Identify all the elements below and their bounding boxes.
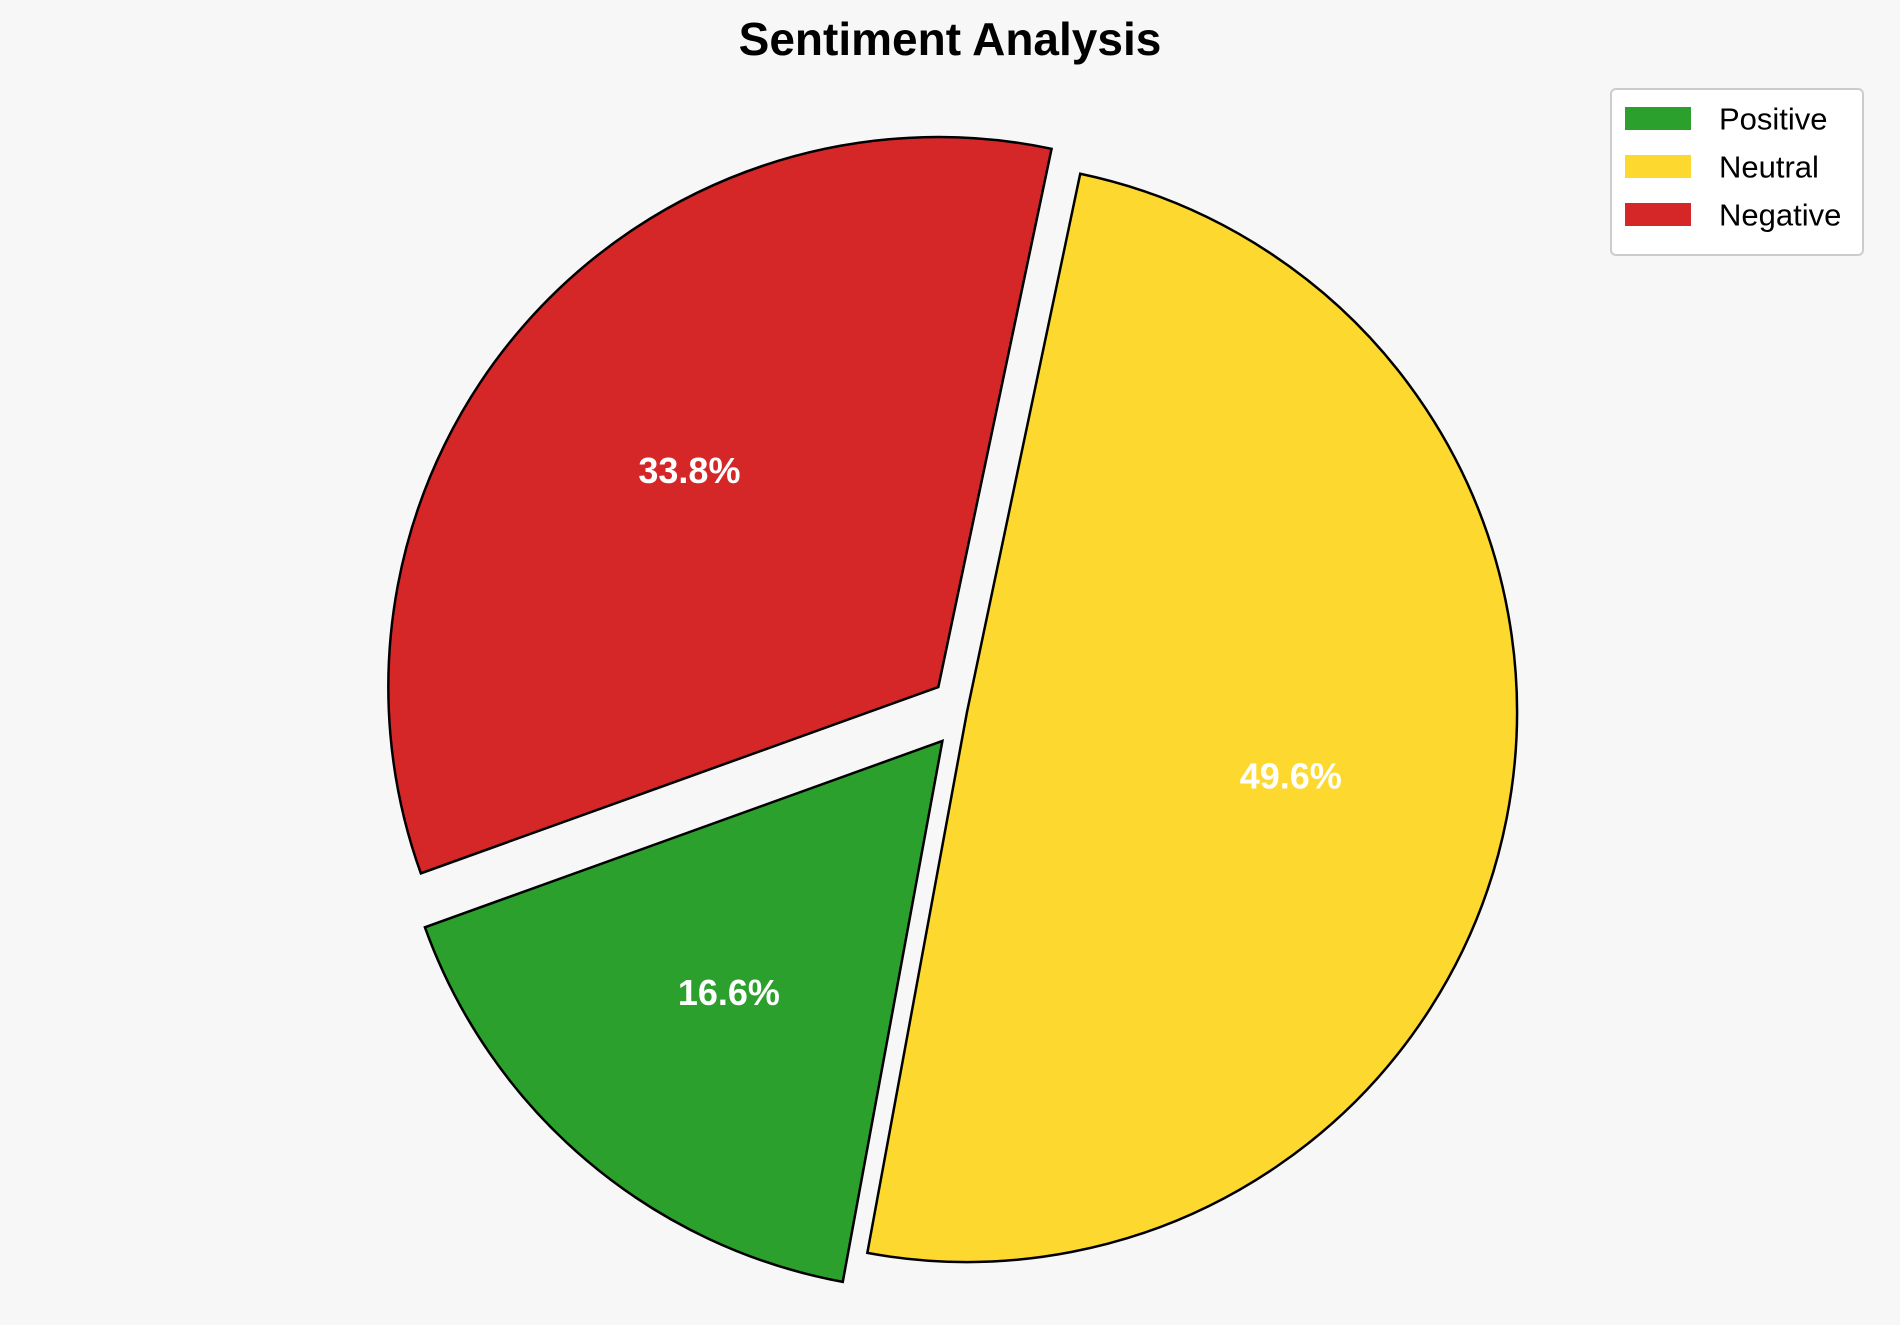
slice-percent-label-negative: 33.8% <box>638 450 740 491</box>
pie-slice-positive <box>423 739 945 1284</box>
pie-slices <box>387 135 1518 1284</box>
pie-slice-negative <box>387 135 1054 875</box>
pie-slice-neutral <box>865 172 1518 1264</box>
pie-percent-labels: 16.6% 49.6% 33.8% <box>638 450 1341 1013</box>
legend-label-negative: Negative <box>1719 198 1841 233</box>
chart-title: Sentiment Analysis <box>739 13 1162 65</box>
legend-swatch-neutral <box>1625 155 1691 178</box>
legend-label-positive: Positive <box>1719 102 1828 137</box>
legend: Positive Neutral Negative <box>1610 88 1864 256</box>
legend-swatch-positive <box>1625 107 1691 130</box>
legend-swatch-negative <box>1625 203 1691 226</box>
slice-percent-label-positive: 16.6% <box>678 972 780 1013</box>
legend-label-neutral: Neutral <box>1719 150 1819 185</box>
slice-percent-label-neutral: 49.6% <box>1240 755 1342 796</box>
